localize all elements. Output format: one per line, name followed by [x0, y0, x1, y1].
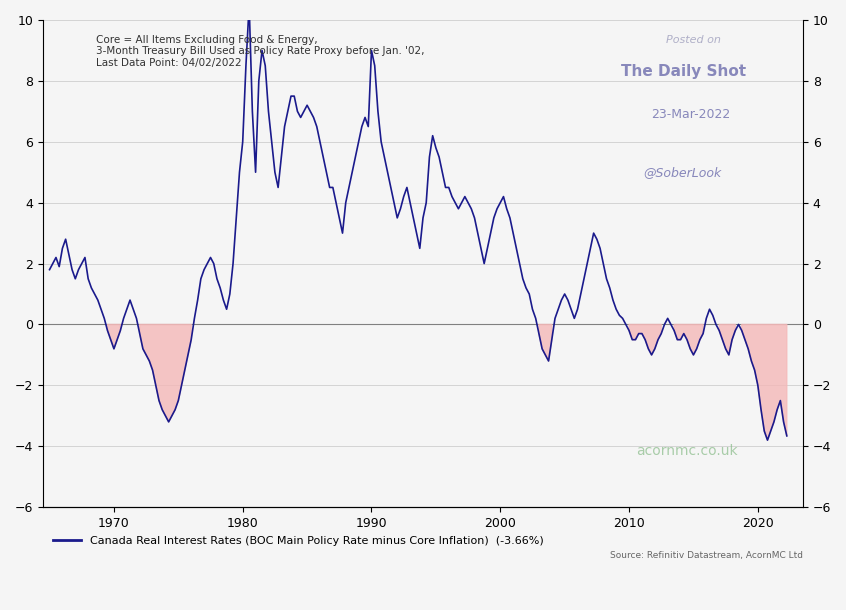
Text: Source: Refinitiv Datastream, AcornMC Ltd: Source: Refinitiv Datastream, AcornMC Lt… — [610, 551, 803, 560]
Text: @SoberLook: @SoberLook — [643, 166, 722, 179]
Text: acornmc.co.uk: acornmc.co.uk — [635, 444, 738, 458]
Text: The Daily Shot: The Daily Shot — [621, 64, 745, 79]
Text: Posted on: Posted on — [666, 35, 721, 45]
Legend: Canada Real Interest Rates (BOC Main Policy Rate minus Core Inflation)  (-3.66%): Canada Real Interest Rates (BOC Main Pol… — [49, 531, 548, 550]
Text: Core = All Items Excluding Food & Energy,
3-Month Treasury Bill Used as Policy R: Core = All Items Excluding Food & Energy… — [96, 35, 425, 68]
Text: 23-Mar-2022: 23-Mar-2022 — [651, 108, 730, 121]
